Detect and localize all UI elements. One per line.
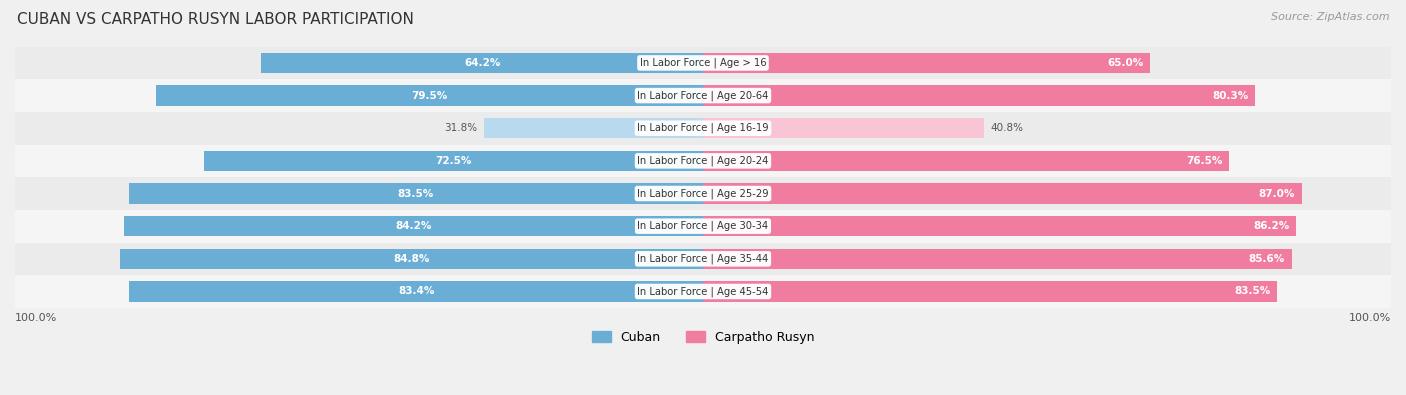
Bar bbox=[484, 118, 703, 138]
Bar bbox=[703, 281, 1278, 302]
Text: 76.5%: 76.5% bbox=[1187, 156, 1222, 166]
Bar bbox=[703, 216, 1296, 236]
Text: 64.2%: 64.2% bbox=[464, 58, 501, 68]
Text: 100.0%: 100.0% bbox=[15, 313, 58, 323]
Text: 65.0%: 65.0% bbox=[1107, 58, 1143, 68]
Text: In Labor Force | Age 35-44: In Labor Force | Age 35-44 bbox=[637, 254, 769, 264]
Bar bbox=[703, 118, 984, 138]
Bar bbox=[124, 216, 703, 236]
Bar bbox=[129, 281, 703, 302]
Text: 100.0%: 100.0% bbox=[1348, 313, 1391, 323]
Bar bbox=[703, 249, 1292, 269]
Legend: Cuban, Carpatho Rusyn: Cuban, Carpatho Rusyn bbox=[586, 325, 820, 348]
Text: 80.3%: 80.3% bbox=[1212, 90, 1249, 101]
Bar bbox=[15, 47, 1391, 79]
Bar bbox=[15, 243, 1391, 275]
Bar bbox=[15, 79, 1391, 112]
Text: In Labor Force | Age 25-29: In Labor Force | Age 25-29 bbox=[637, 188, 769, 199]
Text: In Labor Force | Age 16-19: In Labor Force | Age 16-19 bbox=[637, 123, 769, 134]
Text: In Labor Force | Age 30-34: In Labor Force | Age 30-34 bbox=[637, 221, 769, 231]
Bar bbox=[15, 112, 1391, 145]
Bar bbox=[15, 275, 1391, 308]
Text: 72.5%: 72.5% bbox=[436, 156, 472, 166]
Bar bbox=[703, 151, 1229, 171]
Bar bbox=[703, 85, 1256, 106]
Bar bbox=[156, 85, 703, 106]
Text: 84.8%: 84.8% bbox=[394, 254, 429, 264]
Bar bbox=[120, 249, 703, 269]
Bar bbox=[703, 183, 1302, 204]
Text: In Labor Force | Age 20-24: In Labor Force | Age 20-24 bbox=[637, 156, 769, 166]
Text: 84.2%: 84.2% bbox=[395, 221, 432, 231]
Bar bbox=[15, 145, 1391, 177]
Text: 87.0%: 87.0% bbox=[1258, 188, 1295, 199]
Text: Source: ZipAtlas.com: Source: ZipAtlas.com bbox=[1271, 12, 1389, 22]
Bar bbox=[204, 151, 703, 171]
Bar bbox=[703, 53, 1150, 73]
Text: 83.5%: 83.5% bbox=[398, 188, 434, 199]
Text: 79.5%: 79.5% bbox=[412, 90, 447, 101]
Bar bbox=[15, 210, 1391, 243]
Text: 83.4%: 83.4% bbox=[398, 286, 434, 297]
Text: In Labor Force | Age 20-64: In Labor Force | Age 20-64 bbox=[637, 90, 769, 101]
Text: In Labor Force | Age > 16: In Labor Force | Age > 16 bbox=[640, 58, 766, 68]
Text: CUBAN VS CARPATHO RUSYN LABOR PARTICIPATION: CUBAN VS CARPATHO RUSYN LABOR PARTICIPAT… bbox=[17, 12, 413, 27]
Text: 86.2%: 86.2% bbox=[1253, 221, 1289, 231]
Bar bbox=[128, 183, 703, 204]
Text: 31.8%: 31.8% bbox=[444, 123, 477, 133]
Text: 83.5%: 83.5% bbox=[1234, 286, 1271, 297]
Text: In Labor Force | Age 45-54: In Labor Force | Age 45-54 bbox=[637, 286, 769, 297]
Bar bbox=[262, 53, 703, 73]
Text: 40.8%: 40.8% bbox=[991, 123, 1024, 133]
Bar bbox=[15, 177, 1391, 210]
Text: 85.6%: 85.6% bbox=[1249, 254, 1285, 264]
